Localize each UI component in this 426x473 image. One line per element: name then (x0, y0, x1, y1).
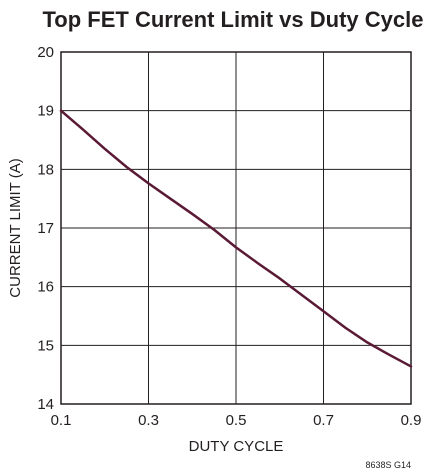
y-tick-labels: 14 15 16 17 18 19 20 (37, 44, 54, 413)
x-tick-label: 0.9 (401, 412, 422, 429)
series-line (59, 109, 413, 368)
plot-frame (60, 51, 412, 405)
series-layer (59, 109, 413, 368)
figure-code: 8638S G14 (365, 460, 411, 470)
y-tick-label: 15 (37, 337, 54, 354)
y-tick-label: 14 (37, 396, 54, 413)
x-tick-label: 0.3 (138, 412, 159, 429)
x-tick-label: 0.7 (313, 412, 334, 429)
chart-title: Top FET Current Limit vs Duty Cycle (43, 7, 424, 32)
y-tick-label: 17 (37, 220, 54, 237)
x-tick-label: 0.1 (51, 412, 72, 429)
y-tick-label: 19 (37, 103, 54, 120)
x-tick-labels: 0.1 0.3 0.5 0.7 0.9 (51, 412, 422, 429)
y-tick-label: 16 (37, 279, 54, 296)
y-tick-label: 18 (37, 161, 54, 178)
y-axis-label: CURRENT LIMIT (A) (7, 158, 24, 297)
y-tick-label: 20 (37, 44, 54, 61)
x-tick-label: 0.5 (226, 412, 247, 429)
x-axis-label: DUTY CYCLE (189, 438, 284, 455)
grid-lines (61, 52, 411, 404)
